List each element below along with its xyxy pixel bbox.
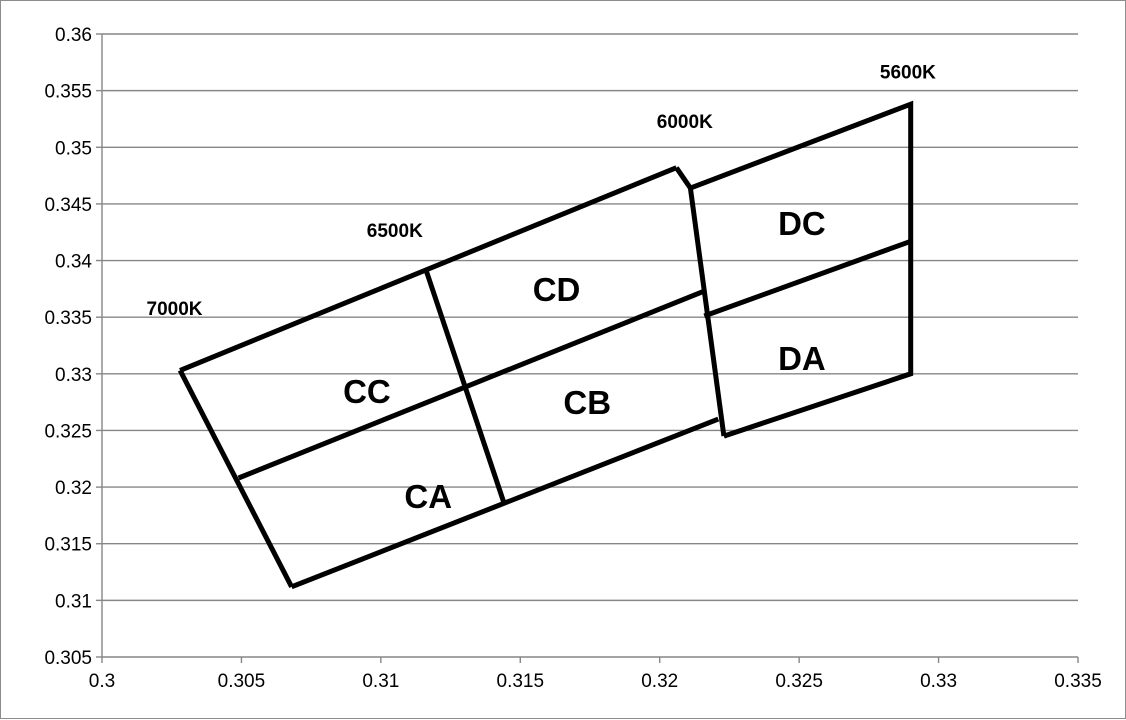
region-label-da: DA xyxy=(778,340,826,377)
region-label-cd: CD xyxy=(533,271,581,308)
region-label-cb: CB xyxy=(563,384,611,421)
y-tick-label: 0.34 xyxy=(55,252,92,273)
cct-labels: 7000K 6500K 6000K 5600K xyxy=(147,62,937,320)
cct-label-6500k: 6500K xyxy=(367,221,423,242)
region-label-dc: DC xyxy=(778,205,826,242)
bin-boundary-line xyxy=(290,416,720,590)
bin-boundaries xyxy=(177,100,914,590)
bin-boundary-line xyxy=(423,267,506,503)
y-tick-label: 0.315 xyxy=(44,535,92,556)
y-tick-label: 0.36 xyxy=(55,25,92,46)
x-tick-label: 0.305 xyxy=(218,671,266,692)
y-tick-label: 0.355 xyxy=(44,82,92,103)
bin-boundary-line xyxy=(674,166,727,437)
x-tick-label: 0.32 xyxy=(641,671,678,692)
cct-label-7000k: 7000K xyxy=(147,299,203,320)
y-tick-label: 0.32 xyxy=(55,478,92,499)
x-tick-label: 0.3 xyxy=(89,671,115,692)
x-tick-label: 0.315 xyxy=(497,671,545,692)
bin-boundary-line xyxy=(177,369,294,588)
axes xyxy=(101,34,1078,658)
y-tick-label: 0.325 xyxy=(44,421,92,442)
y-tick-label: 0.33 xyxy=(55,365,92,386)
cct-label-6000k: 6000K xyxy=(657,112,713,133)
x-axis-ticks: 0.3 0.305 0.31 0.315 0.32 0.325 0.33 0.335 xyxy=(89,657,1102,692)
region-label-ca: CA xyxy=(404,478,452,515)
x-tick-label: 0.33 xyxy=(920,671,957,692)
y-tick-label: 0.31 xyxy=(55,591,92,612)
y-tick-label: 0.305 xyxy=(44,648,92,669)
x-tick-label: 0.31 xyxy=(362,671,399,692)
y-axis-ticks: 0.305 0.31 0.315 0.32 0.325 0.33 0.335 0.34 0.34… xyxy=(44,25,102,669)
bin-boundary-line xyxy=(237,288,706,481)
bin-region-labels: CC CA CD CB DC DA xyxy=(343,205,826,515)
bin-boundary-line xyxy=(703,238,912,319)
y-tick-label: 0.35 xyxy=(55,138,92,159)
gridlines xyxy=(102,33,1078,602)
region-label-cc: CC xyxy=(343,373,391,410)
x-tick-label: 0.335 xyxy=(1054,671,1102,692)
x-tick-label: 0.325 xyxy=(775,671,823,692)
cct-label-5600k: 5600K xyxy=(880,62,936,83)
y-tick-label: 0.335 xyxy=(44,308,92,329)
y-tick-label: 0.345 xyxy=(44,195,92,216)
bin-boundary-line xyxy=(689,100,914,439)
